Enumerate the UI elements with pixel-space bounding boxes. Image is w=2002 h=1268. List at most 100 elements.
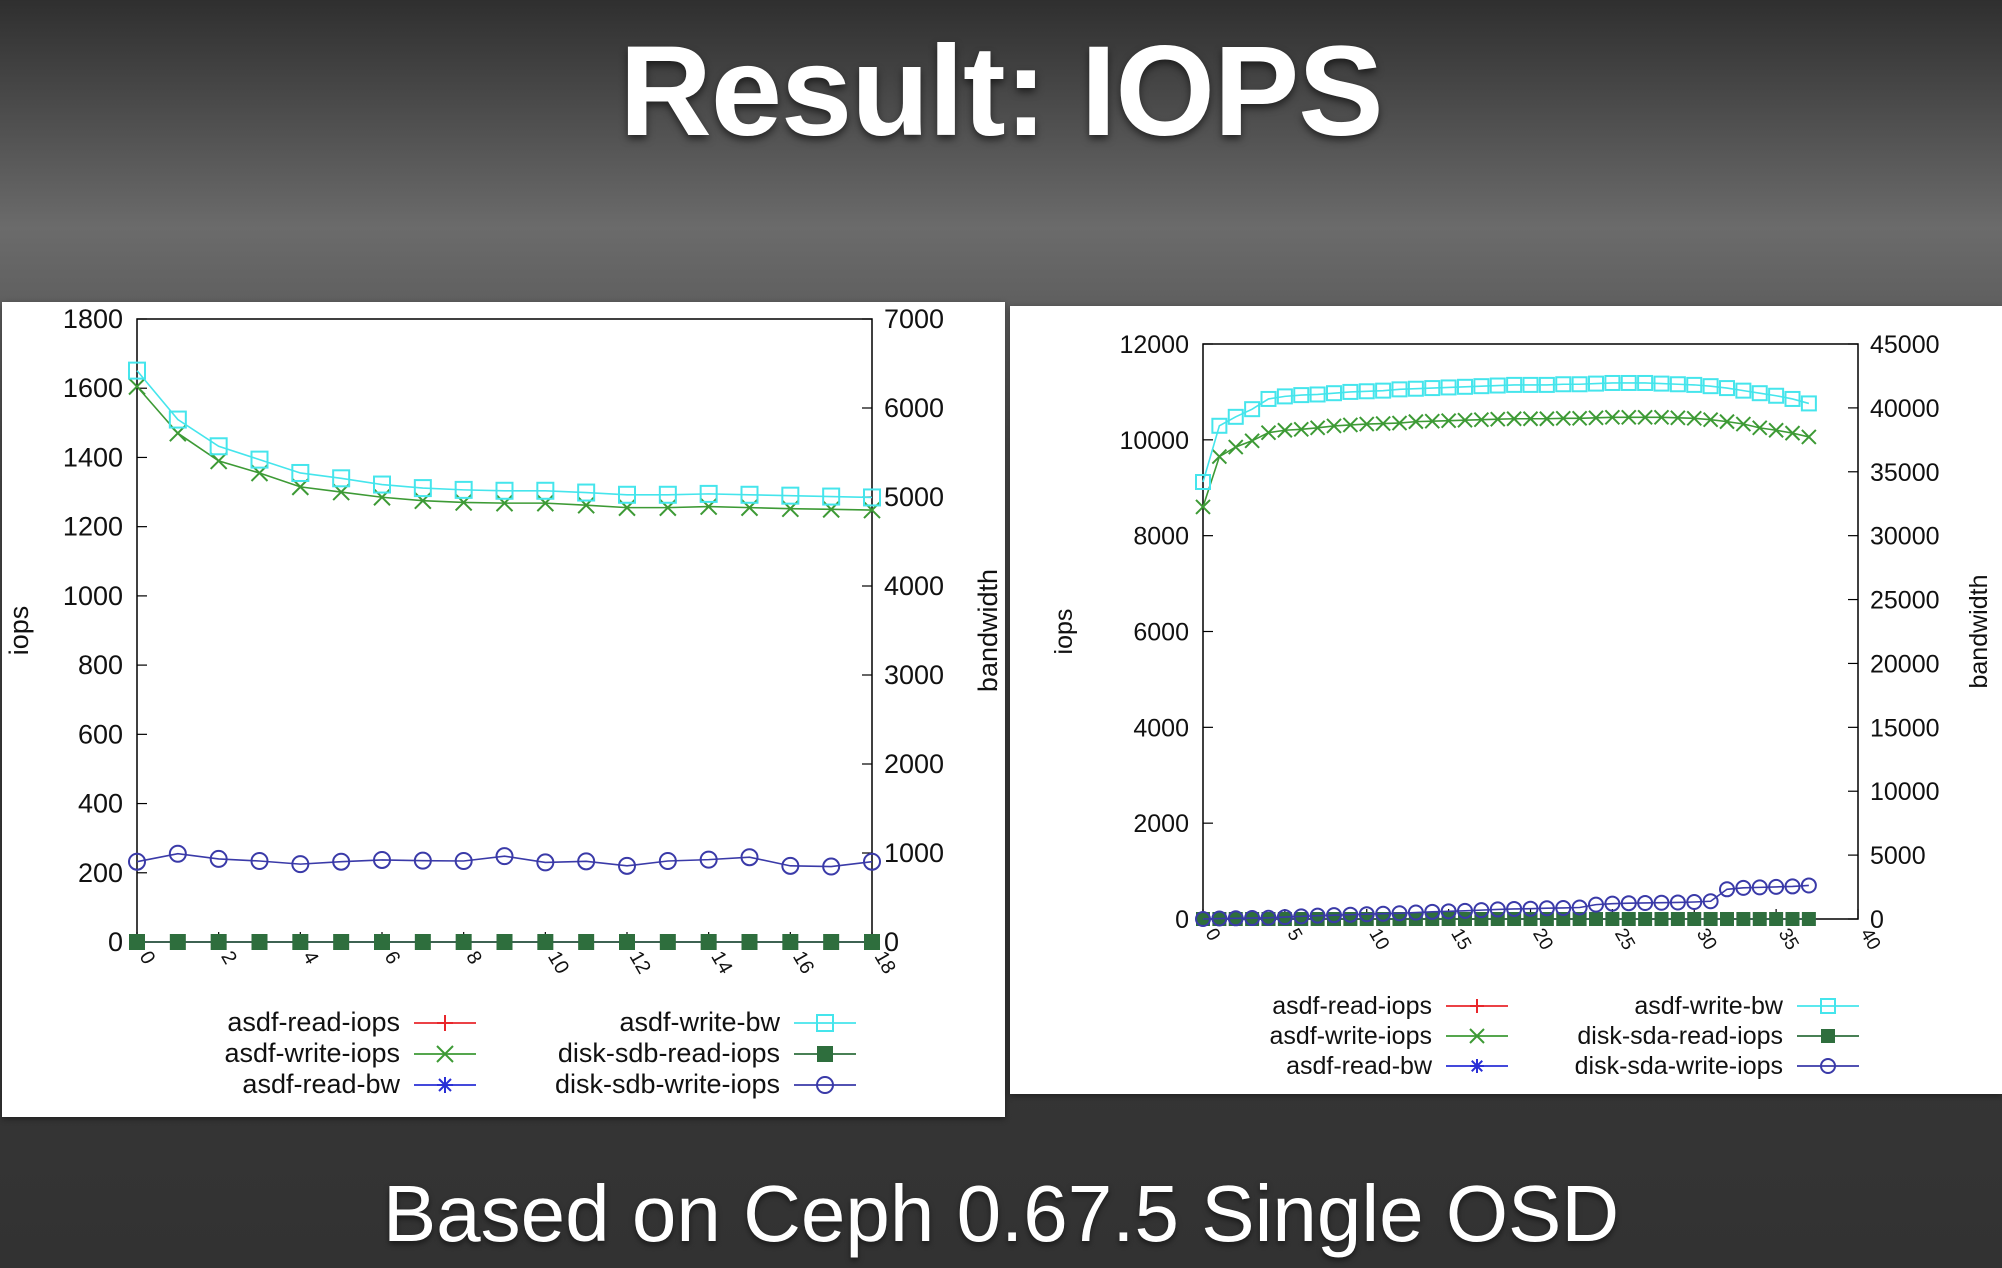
data-point: [1228, 439, 1244, 455]
data-point: [1391, 905, 1408, 922]
data-point: [1277, 422, 1293, 438]
data-point: [209, 452, 228, 470]
chart-panel-left: 0 200 400 600 800 1000 1200 1400 1600 1800 0 1000 20…: [2, 302, 1005, 1117]
data-point: [1195, 911, 1211, 927]
data-point: [1245, 912, 1260, 926]
data-point: [1506, 411, 1522, 427]
data-point: [1784, 425, 1801, 441]
data-point: [495, 481, 514, 500]
data-point: [1736, 912, 1751, 926]
data-point: [578, 934, 595, 950]
data-point: [209, 437, 228, 456]
series-asdf-write-bw: [128, 361, 881, 507]
data-point: [1244, 910, 1261, 927]
data-point: [1375, 905, 1392, 922]
data-point: [822, 487, 841, 506]
legend-swatch: [1446, 1028, 1508, 1044]
y-axis-label: iops: [4, 606, 34, 656]
data-point: [1424, 413, 1440, 429]
y-tick-label: 1800: [63, 304, 123, 334]
data-point: [618, 856, 636, 875]
legend-marker: [437, 1015, 453, 1031]
data-point: [1359, 416, 1375, 432]
data-point: [1375, 382, 1392, 399]
data-point: [250, 852, 269, 871]
y2-tick-label: 30000: [1870, 523, 1940, 551]
legend-marker: [437, 1077, 453, 1093]
data-point: [1571, 899, 1588, 916]
y2-tick-label: 2000: [884, 749, 944, 779]
x-tick-label: 0: [1201, 925, 1224, 945]
data-point: [1522, 411, 1539, 427]
data-point: [1751, 385, 1768, 402]
data-point: [1293, 387, 1310, 404]
legend-swatch: [414, 1015, 476, 1031]
x-tick-label: 10: [543, 948, 573, 978]
data-point: [1556, 912, 1571, 926]
legend-label: disk-sda-read-iops: [1577, 1022, 1783, 1050]
data-point: [168, 844, 187, 863]
data-point: [1768, 878, 1785, 895]
iops-chart-left: 0200400600800100012001400160018000100020…: [4, 304, 1003, 1099]
y-tick-label: 6000: [1133, 619, 1189, 647]
data-point: [1391, 415, 1408, 431]
data-point: [128, 361, 146, 380]
legend-label: disk-sdb-write-iops: [555, 1069, 780, 1099]
data-point: [699, 850, 718, 869]
data-point: [1702, 378, 1719, 395]
data-point: [1669, 376, 1686, 393]
y2-tick-label: 4000: [884, 571, 944, 601]
data-point: [1669, 894, 1686, 911]
y-tick-label: 1600: [63, 373, 123, 403]
data-point: [1637, 409, 1653, 426]
data-point: [1702, 412, 1719, 428]
data-point: [1589, 912, 1603, 926]
data-point: [1506, 376, 1523, 393]
series-line: [136, 370, 873, 499]
legend-swatch: [414, 1045, 476, 1063]
data-point: [1686, 893, 1703, 910]
legend-swatch: [1446, 999, 1508, 1013]
data-point: [1342, 906, 1359, 923]
x-tick-label: 12: [625, 948, 655, 978]
data-point: [1375, 415, 1391, 432]
iops-chart-right: 0200040006000800010000120000500010000150…: [1050, 331, 1993, 1080]
data-point: [1424, 380, 1441, 397]
data-point: [577, 483, 596, 502]
series-asdf-write-iops: [128, 377, 881, 519]
data-point: [1686, 410, 1702, 426]
data-point: [1276, 388, 1293, 405]
y2-tick-label: 25000: [1870, 587, 1940, 615]
data-point: [1670, 912, 1685, 926]
y2-tick-label: 3000: [884, 660, 944, 690]
data-point: [1407, 380, 1424, 397]
y2-tick-label: 0: [884, 927, 899, 957]
y-tick-label: 12000: [1119, 331, 1189, 359]
data-point: [332, 469, 351, 488]
data-point: [1424, 903, 1441, 920]
data-point: [864, 934, 880, 950]
data-point: [1735, 416, 1752, 432]
legend-marker: [1469, 1028, 1485, 1044]
data-point: [822, 857, 841, 876]
x-tick-label: 4: [298, 948, 323, 969]
data-point: [1702, 893, 1719, 910]
data-point: [699, 484, 718, 503]
chart-panel-right: 0 2000 4000 6000 8000 10000 12000 0 5000 10000 150…: [1010, 306, 2002, 1094]
data-point: [1506, 900, 1523, 917]
data-point: [782, 934, 799, 950]
series-line: [1202, 884, 1809, 920]
data-point: [1687, 912, 1702, 926]
legend-marker: [436, 1045, 454, 1063]
data-point: [1703, 912, 1718, 926]
data-point: [1457, 902, 1473, 919]
x-tick-label: 35: [1774, 925, 1803, 954]
data-point: [700, 934, 717, 950]
data-point: [1769, 912, 1784, 926]
data-point: [1751, 879, 1768, 896]
x-tick-label: 6: [380, 948, 405, 969]
data-point: [1309, 386, 1326, 403]
data-point: [1621, 409, 1637, 426]
y-tick-label: 200: [78, 858, 123, 888]
legend-label: asdf-write-iops: [1269, 1022, 1432, 1050]
